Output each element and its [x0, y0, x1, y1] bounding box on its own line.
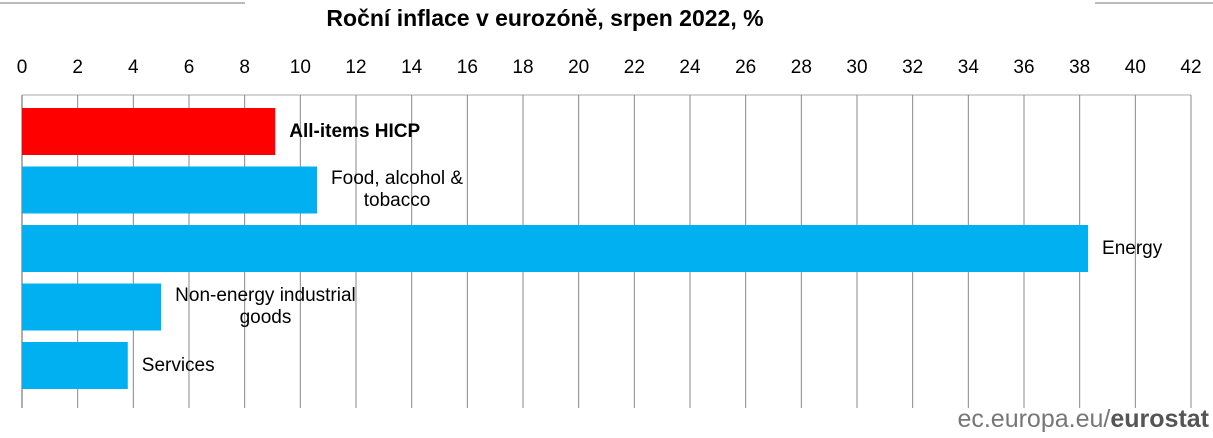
- x-tick-label: 16: [457, 57, 478, 78]
- x-tick-label: 6: [184, 57, 195, 78]
- x-tick-label: 4: [128, 57, 139, 78]
- x-tick-label: 8: [239, 57, 250, 78]
- x-tick-label: 26: [735, 57, 756, 78]
- category-label: Energy: [1102, 237, 1163, 259]
- x-tick-label: 38: [1069, 57, 1090, 78]
- x-tick-label: 42: [1180, 57, 1201, 78]
- bar: [22, 283, 162, 331]
- x-tick-label: 30: [846, 57, 867, 78]
- x-tick-label: 12: [345, 57, 366, 78]
- source-brand: eurostat: [1110, 405, 1209, 433]
- x-tick-label: 36: [1013, 57, 1034, 78]
- source: ec.europa.eu/eurostat: [957, 405, 1209, 434]
- category-label: All-items HICP: [289, 120, 421, 142]
- x-tick-label: 24: [679, 57, 701, 78]
- chart-title: Roční inflace v eurozóně, srpen 2022, %: [326, 5, 764, 31]
- x-tick-label: 32: [902, 57, 923, 78]
- x-tick-label: 14: [401, 57, 423, 78]
- category-label: Services: [141, 354, 215, 376]
- x-tick-label: 0: [17, 57, 28, 78]
- x-tick-label: 20: [568, 57, 589, 78]
- x-tick-label: 18: [512, 57, 533, 78]
- bar: [22, 108, 276, 155]
- category-label: Non-energy industrial goods: [175, 285, 356, 328]
- x-tick-label: 2: [72, 57, 83, 78]
- bar: [22, 342, 128, 389]
- bar: [22, 225, 1089, 272]
- x-tick-label: 22: [624, 57, 645, 78]
- x-tick-label: 40: [1125, 57, 1146, 78]
- x-tick-label: 34: [958, 57, 980, 78]
- source-site: ec.europa.eu/: [957, 405, 1111, 433]
- x-tick-label: 28: [791, 57, 812, 78]
- x-tick-label: 10: [290, 57, 311, 78]
- category-label: Food, alcohol & tobacco: [331, 168, 464, 211]
- bar: [22, 166, 318, 214]
